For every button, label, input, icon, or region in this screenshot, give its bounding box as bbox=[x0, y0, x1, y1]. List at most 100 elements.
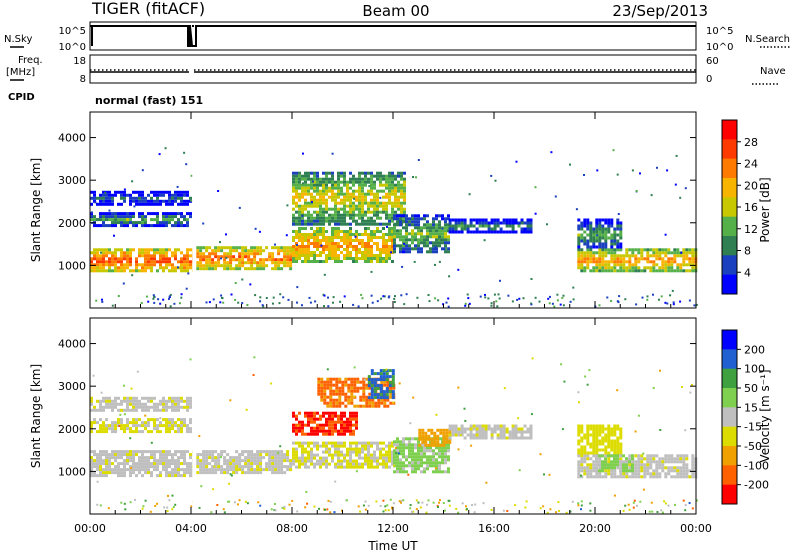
power-cell bbox=[301, 204, 304, 208]
velocity-cell bbox=[408, 446, 411, 450]
power-cell bbox=[277, 267, 281, 271]
power-cell bbox=[411, 247, 414, 251]
velocity-cell bbox=[328, 462, 331, 466]
power-cell bbox=[226, 255, 230, 259]
power-cell bbox=[99, 266, 102, 270]
power-speckle-point bbox=[357, 305, 360, 308]
velocity-cell bbox=[370, 441, 373, 445]
velocity-cell bbox=[129, 465, 132, 469]
power-cell bbox=[438, 223, 441, 227]
velocity-cell bbox=[331, 453, 334, 457]
power-cell bbox=[99, 218, 102, 222]
power-cell bbox=[379, 248, 382, 251]
velocity-cell bbox=[350, 377, 354, 381]
velocity-cell bbox=[367, 378, 371, 382]
velocity-cell bbox=[331, 429, 334, 433]
velocity-speckle-point bbox=[577, 502, 580, 505]
power-cell bbox=[117, 266, 120, 270]
power-cell bbox=[274, 261, 278, 265]
power-cell bbox=[385, 207, 388, 211]
velocity-cell bbox=[610, 445, 614, 449]
velocity-speckle-point bbox=[546, 511, 549, 514]
velocity-cell bbox=[388, 453, 391, 457]
velocity-cell bbox=[307, 411, 310, 415]
velocity-cell bbox=[205, 462, 209, 466]
velocity-cell bbox=[364, 441, 367, 445]
velocity-cell bbox=[93, 421, 96, 425]
power-cell bbox=[156, 199, 159, 203]
velocity-cell bbox=[232, 468, 236, 472]
velocity-cell bbox=[280, 450, 284, 454]
velocity-cell bbox=[316, 462, 319, 466]
velocity-cell bbox=[365, 395, 369, 399]
velocity-cell bbox=[652, 475, 656, 479]
power-cell bbox=[619, 257, 623, 261]
velocity-speckle-point bbox=[313, 505, 316, 508]
power-speckle-point bbox=[666, 169, 669, 172]
power-cell bbox=[102, 212, 105, 216]
power-cell bbox=[658, 251, 662, 255]
velocity-cell bbox=[364, 453, 367, 457]
power-cell bbox=[399, 232, 402, 236]
power-cell bbox=[99, 269, 102, 273]
velocity-cell bbox=[132, 450, 135, 454]
power-cell bbox=[664, 263, 668, 267]
power-cell bbox=[349, 213, 352, 217]
power-cell bbox=[358, 216, 361, 220]
power-cell bbox=[132, 215, 135, 219]
power-cell bbox=[670, 263, 674, 267]
velocity-cell bbox=[283, 456, 287, 460]
velocity-cell bbox=[385, 459, 388, 463]
power-cell bbox=[337, 254, 340, 257]
velocity-cell bbox=[320, 386, 324, 390]
velocity-speckle-point bbox=[364, 500, 367, 503]
power-cell bbox=[156, 215, 159, 219]
power-cell bbox=[346, 251, 349, 254]
power-cell bbox=[358, 198, 361, 202]
velocity-cell bbox=[667, 466, 671, 470]
velocity-cell bbox=[247, 450, 251, 454]
power-speckle-point bbox=[185, 163, 188, 166]
velocity-cell bbox=[328, 417, 331, 421]
velocity-cell bbox=[367, 441, 370, 445]
velocity-cell bbox=[580, 448, 584, 452]
power-cell bbox=[265, 246, 269, 250]
velocity-cell bbox=[685, 463, 689, 467]
power-cell bbox=[96, 257, 99, 261]
velocity-cell bbox=[529, 433, 533, 437]
velocity-cell bbox=[108, 453, 111, 457]
velocity-cell bbox=[619, 457, 623, 461]
power-speckle-point bbox=[212, 298, 215, 301]
power-speckle-point bbox=[693, 304, 696, 307]
velocity-cell bbox=[376, 393, 380, 397]
velocity-cell bbox=[344, 377, 348, 381]
power-cell bbox=[364, 183, 367, 187]
velocity-cell bbox=[165, 453, 168, 457]
power-cell bbox=[655, 263, 659, 267]
power-cell bbox=[331, 192, 334, 196]
power-cell bbox=[598, 251, 602, 255]
power-cell bbox=[159, 254, 162, 258]
velocity-cell bbox=[499, 433, 503, 437]
power-cell bbox=[298, 230, 301, 233]
velocity-speckle-point bbox=[624, 504, 627, 507]
velocity-cell bbox=[511, 430, 515, 434]
power-cell bbox=[199, 267, 203, 271]
velocity-cell bbox=[301, 450, 304, 454]
power-cell bbox=[388, 216, 391, 220]
power-cell bbox=[625, 248, 629, 252]
velocity-cell bbox=[117, 465, 120, 469]
velocity-cell bbox=[256, 450, 260, 454]
velocity-cell bbox=[423, 452, 426, 456]
power-cell bbox=[420, 229, 423, 233]
velocity-cell bbox=[353, 383, 357, 387]
velocity-speckle-point bbox=[329, 500, 332, 503]
velocity-cell bbox=[622, 460, 625, 464]
velocity-cell bbox=[310, 453, 313, 457]
power-cell bbox=[292, 219, 295, 223]
power-cell bbox=[271, 246, 275, 250]
power-cell bbox=[399, 250, 402, 254]
velocity-cell bbox=[346, 453, 349, 457]
velocity-cell bbox=[368, 386, 372, 390]
power-cell bbox=[325, 183, 328, 187]
